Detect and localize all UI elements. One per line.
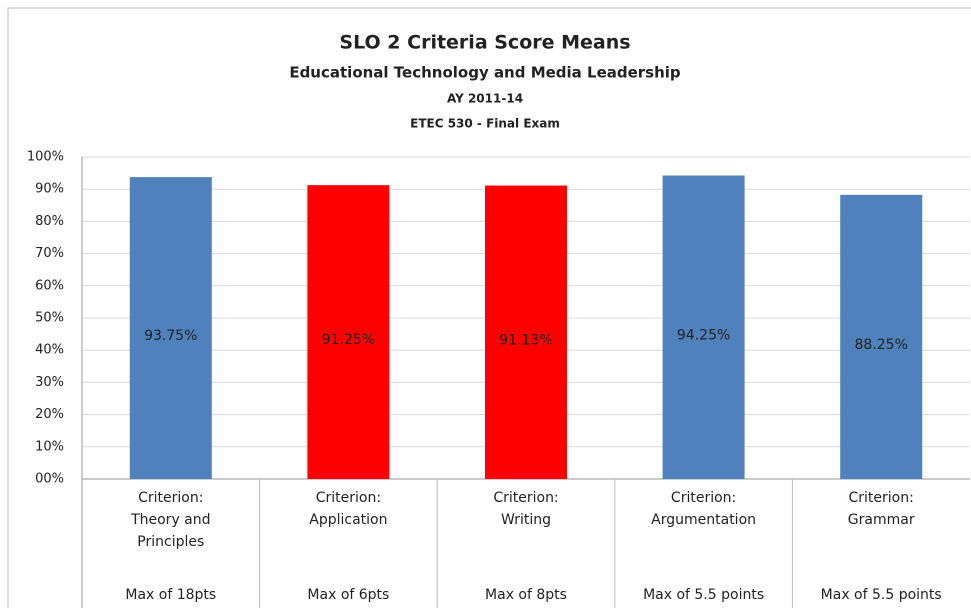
chart-subtitle: ETEC 530 - Final Exam — [410, 117, 560, 131]
data-label: 93.75% — [144, 328, 197, 344]
bar — [129, 177, 212, 479]
x-tick-label: Criterion: Application — [309, 490, 388, 528]
chart-title: SLO 2 Criteria Score Means — [339, 32, 630, 54]
x-tick-label: Criterion: Writing — [493, 490, 559, 528]
category-note: Max of 8pts — [485, 587, 567, 603]
y-tick-label: 40% — [35, 343, 64, 358]
chart-subtitle: AY 2011-14 — [447, 92, 523, 106]
y-tick-label: 100% — [27, 150, 64, 165]
y-tick-label: 10% — [35, 439, 64, 454]
y-tick-label: 60% — [35, 278, 64, 293]
category-note: Max of 18pts — [125, 587, 217, 603]
bar — [840, 194, 923, 479]
y-tick-label: 90% — [35, 182, 64, 197]
chart-border — [7, 7, 971, 608]
category-note: Max of 5.5 points — [820, 587, 942, 603]
category-note: Max of 5.5 points — [643, 587, 765, 603]
y-tick-label: 00% — [35, 472, 64, 487]
bar — [662, 175, 745, 479]
data-label: 94.25% — [677, 327, 730, 343]
x-tick-label: Criterion: Theory and Principles — [131, 490, 211, 550]
category-note: Max of 6pts — [307, 587, 390, 603]
y-tick-label: 50% — [35, 311, 64, 326]
bar — [307, 185, 390, 480]
y-tick-label: 80% — [35, 214, 64, 229]
bar — [485, 185, 567, 479]
data-label: 91.25% — [322, 332, 375, 348]
y-tick-label: 20% — [35, 407, 64, 422]
data-label: 91.13% — [499, 332, 552, 348]
y-tick-label: 30% — [35, 375, 64, 390]
x-tick-label: Criterion: Argumentation — [651, 490, 757, 528]
data-label: 88.25% — [855, 337, 908, 353]
chart-subtitle: Educational Technology and Media Leaders… — [289, 64, 681, 82]
y-tick-label: 70% — [35, 246, 64, 261]
x-tick-label: Criterion: Grammar — [847, 490, 915, 528]
